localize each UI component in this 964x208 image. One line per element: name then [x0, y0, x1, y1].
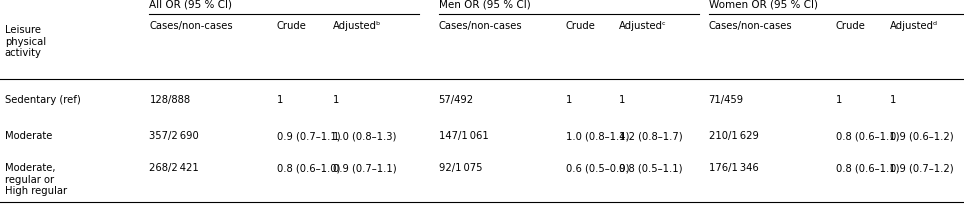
Text: Cases/non-cases: Cases/non-cases	[439, 21, 522, 31]
Text: 0.8 (0.6–1.1): 0.8 (0.6–1.1)	[836, 131, 899, 141]
Text: 1.2 (0.8–1.7): 1.2 (0.8–1.7)	[619, 131, 683, 141]
Text: Sedentary (ref): Sedentary (ref)	[5, 95, 81, 105]
Text: 1.0 (0.8–1.3): 1.0 (0.8–1.3)	[333, 131, 396, 141]
Text: Leisure
physical
activity: Leisure physical activity	[5, 25, 46, 58]
Text: 1: 1	[566, 95, 573, 105]
Text: 1: 1	[836, 95, 843, 105]
Text: Crude: Crude	[836, 21, 866, 31]
Text: Adjustedᵈ: Adjustedᵈ	[890, 21, 938, 31]
Text: 1.0 (0.8–1.4): 1.0 (0.8–1.4)	[566, 131, 629, 141]
Text: 1: 1	[619, 95, 626, 105]
Text: Adjustedᶜ: Adjustedᶜ	[619, 21, 667, 31]
Text: 357/2 690: 357/2 690	[149, 131, 200, 141]
Text: 0.8 (0.5–1.1): 0.8 (0.5–1.1)	[619, 163, 683, 173]
Text: 0.9 (0.6–1.2): 0.9 (0.6–1.2)	[890, 131, 953, 141]
Text: Crude: Crude	[277, 21, 307, 31]
Text: 210/1 629: 210/1 629	[709, 131, 759, 141]
Text: 0.8 (0.6–1.1): 0.8 (0.6–1.1)	[836, 163, 899, 173]
Text: 0.9 (0.7–1.1): 0.9 (0.7–1.1)	[333, 163, 396, 173]
Text: 1: 1	[890, 95, 897, 105]
Text: Cases/non-cases: Cases/non-cases	[709, 21, 792, 31]
Text: 71/459: 71/459	[709, 95, 743, 105]
Text: 0.8 (0.6–1.0): 0.8 (0.6–1.0)	[277, 163, 340, 173]
Text: 92/1 075: 92/1 075	[439, 163, 482, 173]
Text: 1: 1	[277, 95, 283, 105]
Text: Crude: Crude	[566, 21, 596, 31]
Text: 0.9 (0.7–1.1): 0.9 (0.7–1.1)	[277, 131, 340, 141]
Text: All OR (95 % CI): All OR (95 % CI)	[149, 0, 232, 9]
Text: Moderate,
regular or
High regular: Moderate, regular or High regular	[5, 163, 67, 197]
Text: 1: 1	[333, 95, 339, 105]
Text: Moderate: Moderate	[5, 131, 52, 141]
Text: Men OR (95 % CI): Men OR (95 % CI)	[439, 0, 530, 9]
Text: 57/492: 57/492	[439, 95, 473, 105]
Text: 268/2 421: 268/2 421	[149, 163, 200, 173]
Text: Women OR (95 % CI): Women OR (95 % CI)	[709, 0, 817, 9]
Text: 176/1 346: 176/1 346	[709, 163, 759, 173]
Text: 128/888: 128/888	[149, 95, 191, 105]
Text: Adjustedᵇ: Adjustedᵇ	[333, 21, 381, 31]
Text: 0.9 (0.7–1.2): 0.9 (0.7–1.2)	[890, 163, 953, 173]
Text: 147/1 061: 147/1 061	[439, 131, 489, 141]
Text: Cases/non-cases: Cases/non-cases	[149, 21, 233, 31]
Text: 0.6 (0.5–0.9): 0.6 (0.5–0.9)	[566, 163, 629, 173]
